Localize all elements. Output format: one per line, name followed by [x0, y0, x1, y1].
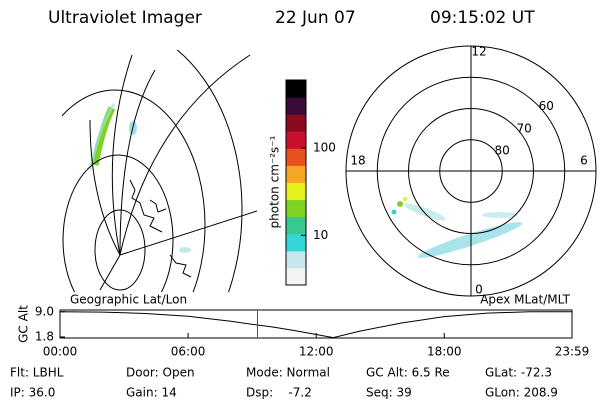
status-field: GLat: -72.3: [485, 366, 552, 380]
colorbar-swatch: [286, 233, 306, 252]
status-field: GC Alt: 6.5 Re: [366, 366, 450, 380]
colorbar-swatch: [286, 267, 306, 286]
polar-mlt-label: 0: [475, 283, 483, 297]
plot-title-left: Geographic Lat/Lon: [70, 293, 187, 307]
x-tick-label: 00:00: [43, 345, 78, 359]
polar-mlt-label: 6: [580, 154, 588, 168]
polar-ring-label: 80: [494, 143, 509, 157]
status-field: Dsp: -7.2: [246, 386, 312, 400]
geographic-map: [62, 50, 257, 292]
date: 22 Jun 07: [275, 8, 356, 28]
aurora: [417, 222, 523, 258]
y-tick-label: 1.8: [35, 329, 54, 343]
colorbar-label: photon cm⁻²s⁻¹: [268, 135, 282, 228]
colorbar-tick-label: 100: [313, 140, 336, 154]
time: 09:15:02 UT: [430, 8, 535, 28]
aurora: [391, 209, 397, 215]
x-tick-label: 12:00: [299, 345, 334, 359]
colorbar-swatch: [286, 148, 306, 166]
status-field: Flt: LBHL: [10, 366, 64, 380]
status-field: GLon: 208.9: [485, 386, 558, 400]
x-tick-label: 18:00: [427, 345, 462, 359]
x-tick-label: 23:59: [555, 345, 590, 359]
aurora: [397, 201, 403, 207]
status-field: IP: 36.0: [10, 386, 55, 400]
status-field: Seq: 39: [366, 386, 412, 400]
aurora: [482, 212, 518, 218]
polar-ring-label: 70: [517, 121, 532, 135]
plot-title-right: Apex MLat/MLT: [480, 293, 570, 307]
colorbar-swatch: [286, 199, 306, 218]
colorbar-swatch: [286, 97, 306, 115]
altitude-line: [59, 311, 572, 339]
colorbar-tick-label: 10: [313, 228, 328, 242]
x-tick-label: 06:00: [171, 345, 206, 359]
title: Ultraviolet Imager: [48, 8, 202, 28]
colorbar-swatch: [286, 216, 306, 235]
polar-ring-label: 60: [539, 99, 554, 113]
aurora: [403, 197, 407, 201]
polar-mlt-label: 18: [350, 154, 365, 168]
polar-mlt-label: 12: [471, 45, 486, 59]
y-axis-label: GC Alt: [17, 305, 31, 343]
colorbar-swatch: [286, 250, 306, 269]
status-field: Mode: Normal: [246, 366, 330, 380]
colorbar-swatch: [286, 131, 306, 149]
aurora: [404, 203, 446, 221]
colorbar-swatch: [286, 182, 306, 201]
y-tick-label: 9.0: [35, 304, 54, 318]
status-field: Gain: 14: [126, 386, 177, 400]
colorbar-frame: [285, 79, 307, 286]
aurora: [179, 247, 191, 253]
status-field: Door: Open: [126, 366, 195, 380]
colorbar-swatch: [286, 80, 306, 98]
colorbar-swatch: [286, 165, 306, 183]
colorbar-swatch: [286, 114, 306, 132]
